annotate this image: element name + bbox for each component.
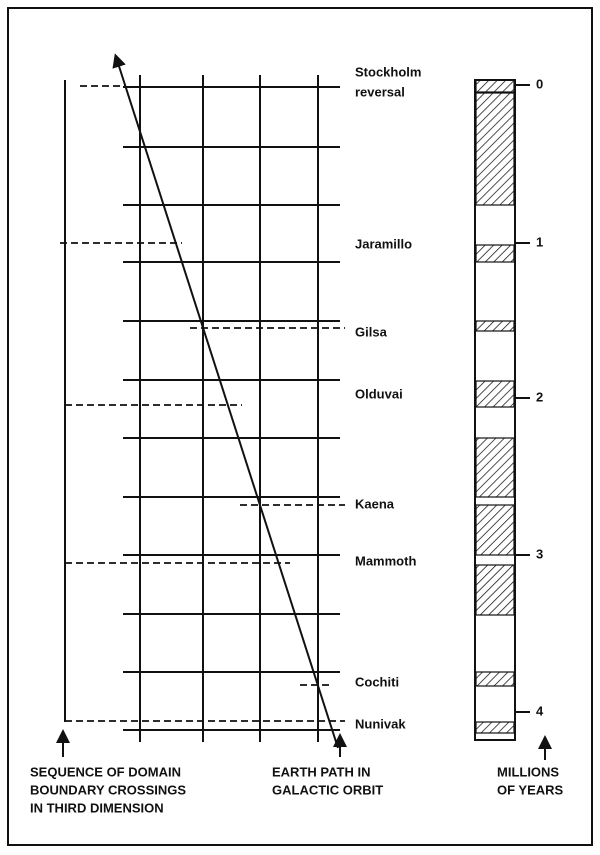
scale-label: 0 [536,76,543,91]
hatched-band [475,92,515,206]
labels: Stockholm reversal Jaramillo Gilsa Olduvai Ka… [30,64,564,815]
caption: GALACTIC ORBIT [272,782,383,797]
earth-path [112,53,339,749]
time-scale: 0 1 2 3 4 [474,76,544,741]
hatched-band [475,79,515,93]
event-label: Gilsa [355,324,388,339]
scale-label: 4 [536,703,544,718]
grid [60,53,345,749]
caption: OF YEARS [497,782,564,797]
hatched-band [475,564,515,616]
event-label: reversal [355,84,405,99]
scale-label: 1 [536,234,543,249]
event-label: Jaramillo [355,236,412,251]
caption: BOUNDARY CROSSINGS [30,782,186,797]
event-label: Nunivak [355,716,406,731]
hatched-band [475,244,515,263]
caption: EARTH PATH IN [272,764,370,779]
caption: IN THIRD DIMENSION [30,800,164,815]
caption: MILLIONS [497,764,559,779]
event-label: Mammoth [355,553,416,568]
scale-label: 2 [536,389,543,404]
hatched-band [475,721,515,734]
event-label: Kaena [355,496,395,511]
scale-label: 3 [536,546,543,561]
hatched-band [475,504,515,556]
event-label: Olduvai [355,386,403,401]
hatched-band [475,380,515,408]
hatched-band [475,671,515,687]
hatched-band [475,320,515,332]
frame [7,7,593,846]
caption: SEQUENCE OF DOMAIN [30,764,181,779]
event-label: Cochiti [355,674,399,689]
hatched-band [475,437,515,498]
event-label: Stockholm [355,64,421,79]
